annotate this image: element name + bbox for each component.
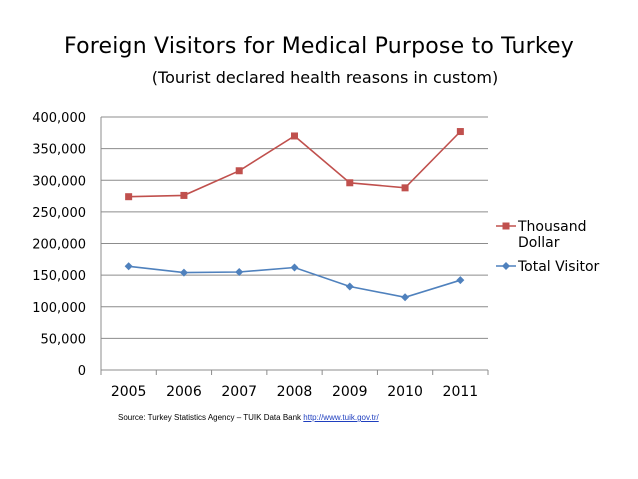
data-point <box>291 132 298 140</box>
y-tick-label: 0 <box>78 364 86 379</box>
data-point <box>125 193 133 201</box>
y-tick-label: 100,000 <box>32 301 86 316</box>
legend-marker <box>502 222 510 230</box>
series-line <box>128 130 461 198</box>
data-point <box>345 282 354 291</box>
source-text: Source: Turkey Statistics Agency – TUIK … <box>118 413 302 422</box>
data-point <box>124 262 133 271</box>
source-link[interactable]: http://www.tuik.gov.tr/ <box>303 413 379 422</box>
data-point <box>235 167 243 175</box>
data-point <box>401 293 410 302</box>
y-tick-label: 350,000 <box>32 143 86 158</box>
y-axis-ticks: 0 50,000 100,000 150,000 200,000 250,000 300,0… <box>32 111 86 379</box>
legend-label-line2: Dollar <box>518 235 560 251</box>
y-tick-label: 400,000 <box>32 111 86 126</box>
data-point <box>235 267 244 276</box>
source-note: Source: Turkey Statistics Agency – TUIK … <box>118 413 379 422</box>
x-tick-label: 2005 <box>111 384 147 400</box>
x-tick-label: 2007 <box>221 384 257 400</box>
legend-marker <box>502 262 510 270</box>
x-axis-ticks: 2005 2006 2007 2008 2009 2010 2011 <box>100 370 489 400</box>
x-tick-label: 2006 <box>166 384 202 400</box>
data-point <box>346 179 354 187</box>
chart-subtitle: (Tourist declared health reasons in cust… <box>151 68 499 87</box>
data-point <box>456 276 465 285</box>
y-tick-label: 250,000 <box>32 206 86 221</box>
series-lines <box>124 128 465 302</box>
x-tick-label: 2008 <box>277 384 313 400</box>
data-point <box>456 128 464 136</box>
y-tick-label: 200,000 <box>32 238 86 253</box>
data-point <box>180 191 188 199</box>
y-tick-label: 300,000 <box>32 174 86 189</box>
data-point <box>179 268 188 277</box>
chart-title: Foreign Visitors for Medical Purpose to … <box>64 34 574 59</box>
x-tick-label: 2009 <box>332 384 368 400</box>
data-point <box>401 184 409 192</box>
legend-label: Thousand <box>517 219 587 235</box>
gridlines <box>100 116 488 371</box>
x-tick-label: 2011 <box>443 384 479 400</box>
x-tick-label: 2010 <box>387 384 423 400</box>
data-point <box>290 263 299 272</box>
legend-label: Total Visitor <box>517 259 600 275</box>
y-tick-label: 50,000 <box>41 332 87 347</box>
y-tick-label: 150,000 <box>32 269 86 284</box>
